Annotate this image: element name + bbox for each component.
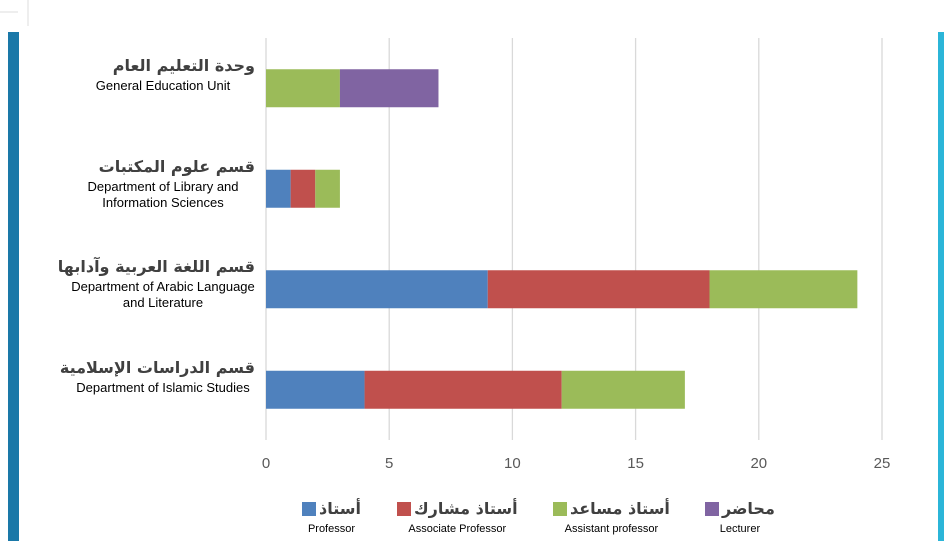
category-label: قسم اللغة العربية وآدابها Department of A… (5, 257, 255, 311)
legend-item: أستاذ مساعد Assistant professor (553, 499, 670, 535)
category-label: قسم الدراسات الإسلامية Department of Isla… (5, 358, 255, 396)
legend-item: محاضر Lecturer (705, 499, 775, 535)
legend-subtitle: Associate Professor (408, 523, 507, 535)
category-arabic: وحدة التعليم العام (112, 56, 255, 76)
side-bar (938, 32, 944, 541)
legend-row: أستاذ (302, 499, 361, 518)
category-english: Department of Islamic Studies (76, 379, 250, 395)
category-label: قسم علوم المكتبات Department of Library a… (5, 157, 255, 211)
legend-swatch (553, 501, 567, 516)
legend-item: أستاذ Professor (302, 499, 361, 535)
bar (487, 270, 710, 309)
legend-swatch (397, 501, 411, 516)
category-arabic: قسم الدراسات الإسلامية (59, 357, 255, 377)
legend-name: أستاذ مساعد (570, 499, 670, 518)
legend-subtitle: Professor (307, 523, 356, 535)
x-tick-label: 10 (504, 455, 521, 472)
bar (290, 169, 316, 208)
legend-subtitle: Lecturer (719, 523, 761, 535)
legend-row: أستاذ مساعد (553, 499, 670, 518)
legend-name: أستاذ مشارك (414, 499, 518, 518)
bar (315, 169, 340, 208)
bar (266, 270, 488, 309)
legend-swatch (302, 501, 316, 516)
x-tick-label: 25 (874, 455, 891, 472)
bar (266, 169, 291, 208)
category-label: وحدة التعليم العام General Education Unit (5, 56, 255, 94)
bar (364, 370, 562, 409)
legend-subtitle: Assistant professor (564, 523, 659, 535)
x-tick-label: 0 (262, 455, 270, 472)
legend-row: محاضر (705, 499, 775, 518)
category-arabic: قسم علوم المكتبات (98, 156, 255, 176)
x-tick-label: 5 (385, 455, 393, 472)
bar (339, 69, 439, 108)
side-bar (8, 32, 19, 541)
legend-name: أستاذ (319, 499, 361, 518)
x-tick-label: 15 (627, 455, 644, 472)
bar (709, 270, 858, 309)
bar (561, 370, 685, 409)
category-english: General Education Unit (95, 78, 231, 94)
x-tick-label: 20 (750, 455, 767, 472)
category-english: Department of Library and Information Sc… (87, 178, 239, 210)
legend-swatch (705, 501, 719, 516)
legend-row: أستاذ مشارك (397, 499, 518, 518)
legend-name: محاضر (722, 499, 775, 518)
category-arabic: قسم اللغة العربية وآدابها (57, 257, 255, 277)
category-english: Department of Arabic Language and Litera… (71, 279, 255, 311)
bar (266, 370, 365, 409)
legend-item: أستاذ مشارك Associate Professor (397, 499, 518, 535)
bar (266, 69, 340, 108)
